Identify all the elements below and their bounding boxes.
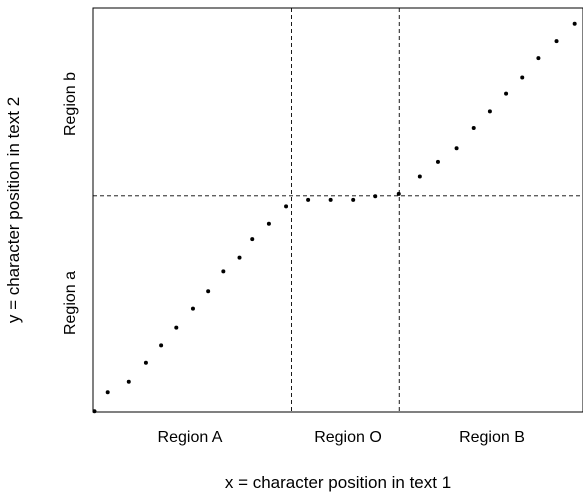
data-point [471, 125, 476, 130]
data-point [250, 237, 255, 242]
data-point [554, 39, 559, 44]
x-axis-label: x = character position in text 1 [225, 473, 451, 492]
y-region-label-a: Region a [62, 271, 79, 335]
data-point [572, 21, 577, 26]
data-point [159, 343, 164, 348]
data-point [190, 306, 195, 311]
data-point [504, 91, 509, 96]
region-dividers [93, 8, 583, 412]
data-point [126, 379, 131, 384]
data-point [487, 109, 492, 114]
data-point [417, 174, 422, 179]
data-point [284, 204, 289, 209]
data-point [92, 409, 97, 414]
x-region-label-a: Region A [158, 429, 223, 446]
data-point [520, 75, 525, 80]
data-points [92, 21, 577, 414]
x-region-label-o: Region O [314, 429, 382, 446]
data-point [351, 197, 356, 202]
data-point [266, 221, 271, 226]
x-region-label-b: Region B [459, 429, 525, 446]
data-point [143, 360, 148, 365]
y-axis-label: y = character position in text 2 [4, 97, 23, 323]
data-point [454, 146, 459, 151]
data-point [105, 390, 110, 395]
data-point [306, 197, 311, 202]
plot-frame [92, 7, 583, 413]
data-point [536, 56, 541, 61]
data-point [206, 289, 211, 294]
data-point [174, 325, 179, 330]
data-point [396, 191, 401, 196]
y-region-label-b: Region b [62, 72, 79, 136]
data-point [221, 269, 226, 274]
data-point [435, 159, 440, 164]
data-point [373, 194, 378, 199]
data-point [328, 197, 333, 202]
data-point [237, 255, 242, 260]
